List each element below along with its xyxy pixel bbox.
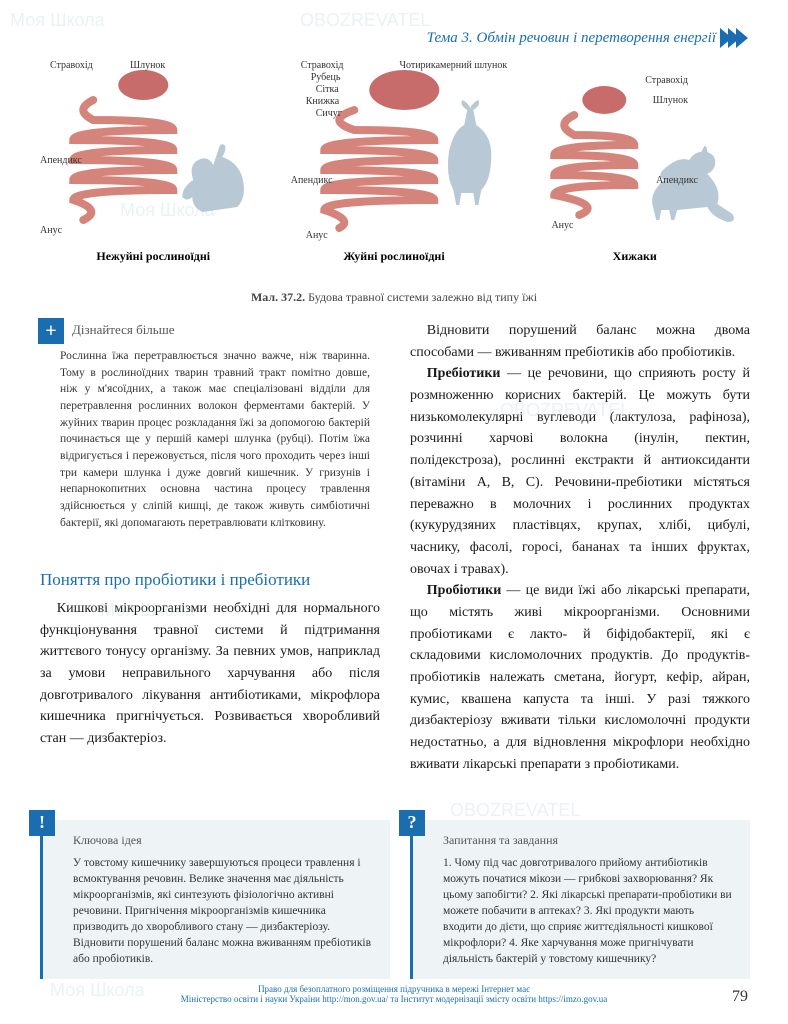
figure-caption: Мал. 37.2. Будова травної системи залежн… [0, 290, 788, 305]
label-esophagus: Стравохід [645, 75, 688, 86]
label-fourchamber: Чотирикамерний шлунок [399, 60, 507, 71]
watermark: OBOZREVATEL [450, 800, 580, 821]
diagram-herbivore-nonruminant: Стравохід Шлунок Апендикс Анус Нежуйні р… [40, 60, 267, 280]
label-rumen: Рубець [311, 72, 341, 83]
topic-title: Тема 3. Обмін речовин і перетворення ене… [427, 30, 716, 47]
paragraph: Пробіотики — це види їжі або лікарські п… [410, 580, 750, 775]
infobox-text: Рослинна їжа перетравлюється значно важч… [60, 348, 370, 531]
label-appendix: Апендикс [656, 175, 698, 186]
label-anus: Анус [40, 225, 62, 236]
questions-text: 1. Чому під час довготривалого прийому а… [443, 855, 736, 968]
watermark: Моя Школа [10, 10, 105, 31]
page-header: Тема 3. Обмін речовин і перетворення ене… [427, 28, 748, 48]
digestive-svg-2 [281, 60, 508, 240]
label-appendix: Апендикс [291, 175, 333, 186]
infobox-title: Дізнайтеся більше [72, 322, 175, 338]
label-anus: Анус [306, 230, 328, 241]
label-stomach: Шлунок [130, 60, 165, 71]
paragraph: Кишкові мікроорганізми необхідні для нор… [40, 598, 380, 750]
label-abomasum: Сичуг [316, 108, 342, 119]
caption-2: Жуйні рослиноїдні [281, 249, 508, 264]
label-anus: Анус [551, 220, 573, 231]
caption-3: Хижаки [521, 249, 748, 264]
page-number: 79 [732, 988, 748, 1006]
diagram-carnivore: Стравохід Шлунок Апендикс Анус Хижаки [521, 60, 748, 280]
section-heading: Поняття про пробіотики і пребіотики [40, 570, 310, 590]
caption-1: Нежуйні рослиноїдні [40, 249, 267, 264]
question-icon: ? [399, 810, 425, 836]
watermark: OBOZREVATEL [300, 10, 430, 31]
plus-icon: + [38, 318, 64, 344]
footer-credit: Право для безоплатного розміщення підруч… [0, 984, 788, 1004]
label-omasum: Книжка [306, 96, 339, 107]
digestive-svg-1 [40, 60, 267, 240]
digestive-svg-3 [521, 60, 748, 240]
paragraph: Відновити порушений баланс можна двома с… [410, 320, 750, 363]
left-column: Кишкові мікроорганізми необхідні для нор… [40, 598, 380, 750]
label-reticulum: Сітка [316, 84, 339, 95]
label-esophagus: Стравохід [50, 60, 93, 71]
chevron-decoration [724, 28, 748, 48]
digestive-diagrams: Стравохід Шлунок Апендикс Анус Нежуйні р… [40, 60, 748, 280]
right-column: Відновити порушений баланс можна двома с… [410, 320, 750, 775]
label-appendix: Апендикс [40, 155, 82, 166]
paragraph: Пребіотики — це речовини, що сприяють ро… [410, 363, 750, 580]
questions-box: ? Запитання та завдання 1. Чому під час … [410, 820, 750, 979]
exclamation-icon: ! [29, 810, 55, 836]
diagram-ruminant: Стравохід Рубець Сітка Книжка Сичуг Чоти… [281, 60, 508, 280]
keyidea-text: У товстому кишечнику завершуються процес… [73, 855, 376, 968]
key-idea-box: ! Ключова ідея У товстому кишечнику заве… [40, 820, 390, 979]
keyidea-title: Ключова ідея [73, 832, 376, 849]
label-stomach: Шлунок [653, 95, 688, 106]
label-esophagus: Стравохід [301, 60, 344, 71]
questions-title: Запитання та завдання [443, 832, 736, 849]
